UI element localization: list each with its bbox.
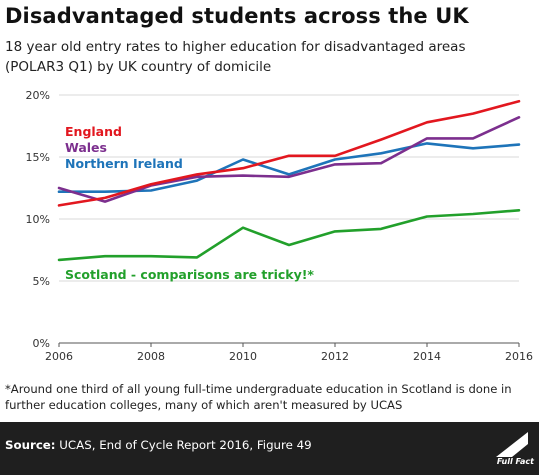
footnote: *Around one third of all young full-time… <box>5 381 535 413</box>
x-tick-label: 2012 <box>321 350 349 363</box>
source-text: Source: UCAS, End of Cycle Report 2016, … <box>5 438 312 452</box>
series-label: Northern Ireland <box>65 156 183 171</box>
footnote-line-2: further education colleges, many of whic… <box>5 398 403 412</box>
source-label: Source: <box>5 438 56 452</box>
footer-bar: Source: UCAS, End of Cycle Report 2016, … <box>0 422 539 475</box>
series-line-england <box>57 99 521 207</box>
series-label: Wales <box>65 140 107 155</box>
chart-subtitle: 18 year old entry rates to higher educat… <box>5 37 535 77</box>
series-label: England <box>65 124 122 139</box>
source-detail: UCAS, End of Cycle Report 2016, Figure 4… <box>55 438 312 452</box>
logo-text: Full Fact <box>496 457 534 466</box>
logo-triangle-icon <box>496 432 528 457</box>
y-tick-label: 15% <box>26 151 50 164</box>
subtitle-line-2: (POLAR3 Q1) by UK country of domicile <box>5 59 272 75</box>
x-tick-label: 2010 <box>229 350 257 363</box>
y-tick-label: 0% <box>33 337 50 350</box>
y-tick-label: 5% <box>33 275 50 288</box>
line-chart: 0% 5% 10% 15% 20% 2006 2008 2010 2012 2014 2016 Eng… <box>26 89 533 363</box>
x-tick-label: 2014 <box>413 350 441 363</box>
chart-title: Disadvantaged students across the UK <box>5 4 469 28</box>
x-tick-label: 2016 <box>505 350 533 363</box>
footnote-line-1: *Around one third of all young full-time… <box>5 382 512 396</box>
y-tick-label: 10% <box>26 213 50 226</box>
x-tick-label: 2006 <box>45 350 73 363</box>
series-line-scotland <box>57 209 521 262</box>
y-tick-label: 20% <box>26 89 50 102</box>
series-label: Scotland - comparisons are tricky!* <box>65 267 314 282</box>
full-fact-logo-icon: Full Fact <box>490 430 534 472</box>
x-tick-label: 2008 <box>137 350 165 363</box>
series-line-wales <box>57 116 521 203</box>
subtitle-line-1: 18 year old entry rates to higher educat… <box>5 39 466 55</box>
